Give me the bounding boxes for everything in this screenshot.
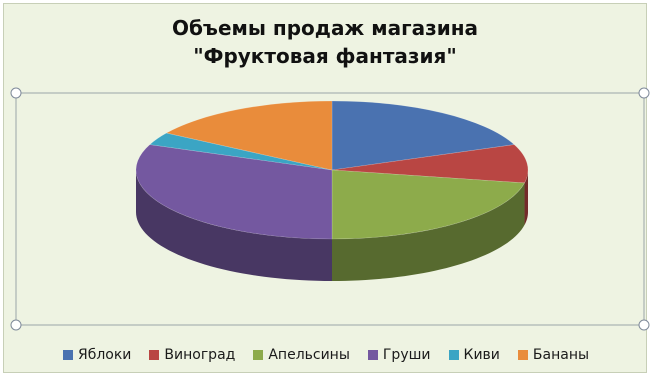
pie-slice-5[interactable]	[165, 100, 333, 171]
plot-area-selection	[15, 92, 645, 326]
chart-legend[interactable]: Яблоки Виноград Апельсины Груши Киви Бананы	[0, 347, 652, 363]
legend-item[interactable]: Яблоки	[62, 347, 132, 363]
pie-slice-0[interactable]	[331, 100, 515, 171]
selection-handle	[10, 319, 22, 331]
chart-title-line-1: Объемы продаж магазина	[171, 16, 479, 40]
chart-title[interactable]: Объемы продаж магазина "Фруктовая фантаз…	[4, 14, 646, 70]
pie-slice-side-2	[332, 182, 525, 281]
selection-handle	[638, 87, 650, 99]
pie-slice-1[interactable]	[331, 144, 529, 184]
legend-item[interactable]: Виноград	[149, 347, 235, 363]
legend-swatch	[149, 350, 160, 360]
legend-item[interactable]: Бананы	[517, 347, 590, 363]
legend-swatch	[517, 350, 528, 360]
legend-label: Киви	[463, 347, 500, 363]
legend-item[interactable]: Киви	[448, 347, 500, 363]
legend-swatch	[253, 350, 264, 360]
pie-slice-side-3	[136, 170, 332, 281]
selection-handles	[10, 87, 650, 331]
legend-swatch	[448, 350, 459, 360]
selection-handle	[10, 87, 22, 99]
legend-label: Яблоки	[77, 347, 132, 363]
chart-title-line-2: "Фруктовая фантазия"	[193, 44, 457, 68]
pie-slices	[135, 100, 529, 240]
legend-label: Виноград	[164, 347, 236, 363]
chart-area[interactable]: Объемы продаж магазина "Фруктовая фантаз…	[3, 3, 647, 373]
legend-label: Апельсины	[268, 347, 350, 363]
pie-slice-side-1	[524, 170, 528, 225]
legend-label: Груши	[382, 347, 431, 363]
pie-slice-2[interactable]	[331, 169, 526, 240]
legend-swatch	[367, 350, 378, 360]
pie-slice-4[interactable]	[149, 132, 333, 171]
legend-item[interactable]: Апельсины	[253, 347, 350, 363]
legend-item[interactable]: Груши	[367, 347, 431, 363]
pie-slice-3[interactable]	[135, 144, 333, 240]
legend-label: Бананы	[532, 347, 590, 363]
selection-handle	[638, 319, 650, 331]
pie-sides	[136, 170, 528, 281]
legend-swatch	[62, 350, 73, 360]
